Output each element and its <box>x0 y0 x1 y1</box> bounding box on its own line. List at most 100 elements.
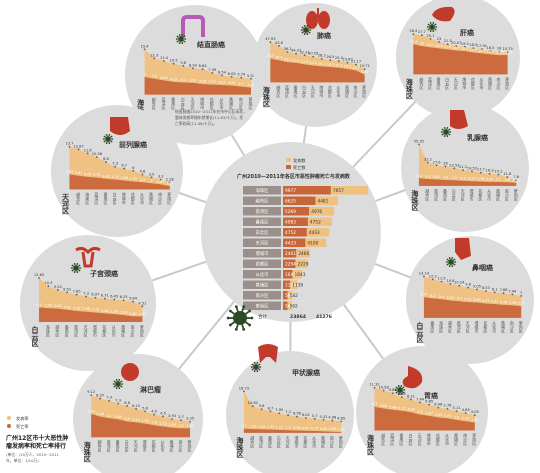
virus-spike-tip <box>110 140 113 143</box>
incidence-value-label: 11.8 <box>503 172 512 176</box>
incidence-value-label: 10.58 <box>378 386 389 390</box>
table-death-bar <box>296 249 310 258</box>
incidence-point <box>113 298 116 301</box>
death-value-label: 7.9 <box>443 176 448 180</box>
incidence-point <box>56 288 59 291</box>
death-area <box>91 413 190 438</box>
table-death-value: 2229 <box>298 262 309 268</box>
district-tick-label: 越秀区 <box>419 76 424 89</box>
incidence-value-label: 10.5 <box>170 59 178 63</box>
district-tick-label: 南沙区 <box>463 432 468 445</box>
district-tick-label: 黄埔区 <box>170 439 175 452</box>
district-tick-label: 越秀区 <box>152 96 157 109</box>
virus-spike-tip <box>251 368 254 371</box>
table-incidence-bar <box>283 249 297 258</box>
lung-right <box>318 11 330 29</box>
panel-disc <box>226 351 354 473</box>
virus-spike <box>235 307 239 312</box>
district-tick-label: 从化市 <box>140 192 145 205</box>
incidence-value-label: 19.52 <box>467 166 477 170</box>
table-incidence-value: 1139 <box>285 283 296 289</box>
death-value-label: 3.56 <box>199 80 207 84</box>
table-district-cell <box>243 270 281 279</box>
incidence-value-label: 16.5 <box>486 46 494 50</box>
death-value-label: 4.14 <box>500 300 508 304</box>
virus-body <box>105 136 111 142</box>
death-value-label: 20.2 <box>309 61 317 65</box>
incidence-point <box>440 280 443 283</box>
incidence-point <box>435 164 438 167</box>
virus-spike-tip <box>76 262 79 265</box>
virus-spike-tip <box>448 265 451 268</box>
death-value-label: 5.4 <box>152 74 157 78</box>
district-tick-label: 增城市 <box>143 439 148 453</box>
virus-spike-tip <box>253 361 256 364</box>
incidence-point <box>506 51 509 53</box>
incidence-point <box>122 299 125 302</box>
table-total-incidence: 23864 <box>290 314 306 320</box>
incidence-value-label: 5.11 <box>453 406 461 410</box>
lymph-organ-icon <box>121 363 139 381</box>
virus-spike-tip <box>105 142 108 145</box>
virus-spike-tip <box>446 263 449 266</box>
district-tick-label: 萝岗区 <box>167 191 172 204</box>
lung-left <box>306 11 318 29</box>
incidence-point <box>250 77 252 80</box>
incidence-point <box>141 173 144 176</box>
district-tick-label: 增城市 <box>474 319 479 333</box>
death-value-label: 6.27 <box>468 177 476 181</box>
district-tick-label: 荔湾区 <box>259 434 264 447</box>
death-value-label: 3.42 <box>102 174 110 178</box>
district-tick-label: 黄埔区 <box>321 434 326 447</box>
district-tick-label: 黄埔区 <box>229 96 234 109</box>
incidence-value-label: 8.21 <box>407 394 415 398</box>
death-value-label: 4.05 <box>84 172 92 176</box>
incidence-point <box>337 60 340 62</box>
virus-spike-tip <box>443 135 446 138</box>
center-table-title: 广州2010—2011年各区市恶性肿瘤死亡与发病数 <box>237 173 351 180</box>
virus-spike-tip <box>228 309 232 313</box>
thyroid-shape <box>258 344 278 363</box>
incidence-value-label: 6.7 <box>121 164 127 168</box>
virus-spike-tip <box>400 393 403 396</box>
death-value-label: 4.2 <box>36 303 41 307</box>
virus-spike-tip <box>441 133 444 136</box>
death-value-label: 18.3 <box>327 63 335 67</box>
table-district-cell <box>243 301 281 310</box>
virus-spike-tip <box>306 24 309 27</box>
death-value-label: 2.06 <box>168 423 176 427</box>
incidence-value-label: 5.6 <box>142 406 148 410</box>
incidence-value-label: 43.6 <box>275 41 284 45</box>
virus-body <box>178 36 184 42</box>
table-death-bar <box>305 238 327 247</box>
death-value-label: 4.1 <box>106 414 111 418</box>
district-tick-label: 从化市 <box>219 97 224 110</box>
incidence-point <box>287 414 290 416</box>
district-tick-label: 天河区 <box>418 433 423 445</box>
death-value-label: 5.2 <box>496 178 501 182</box>
virus-spike-tip <box>256 370 259 373</box>
incidence-point <box>313 417 316 420</box>
incidence-point <box>467 286 470 289</box>
district-tick-label: 萝岗区 <box>140 324 145 337</box>
incidence-point <box>428 403 431 406</box>
death-value-label: 2.3 <box>140 178 145 182</box>
virus-spike-tip <box>435 26 438 28</box>
incidence-value-label: 6.45 <box>110 295 118 299</box>
district-tick-label: 白云区 <box>302 84 307 97</box>
first-district-label: 天河区 <box>61 193 70 215</box>
district-tick-label: 白云区 <box>445 76 450 89</box>
district-tick-label: 番禺区 <box>294 84 299 97</box>
table-death-value: 1643 <box>295 272 306 278</box>
incidence-value-label: 15.71 <box>359 64 369 68</box>
incidence-point <box>86 152 89 155</box>
incidence-value-label: 15.75 <box>502 47 512 51</box>
death-value-label: 3.73 <box>517 302 525 306</box>
district-tick-label: 白云区 <box>113 191 118 204</box>
table-incidence-value: 4752 <box>285 230 296 236</box>
incidence-value-label: 30.59 <box>308 52 319 56</box>
table-death-value: 7657 <box>333 188 344 194</box>
virus-spike-tip <box>432 21 435 24</box>
district-tick-label: 从化市 <box>492 320 497 333</box>
